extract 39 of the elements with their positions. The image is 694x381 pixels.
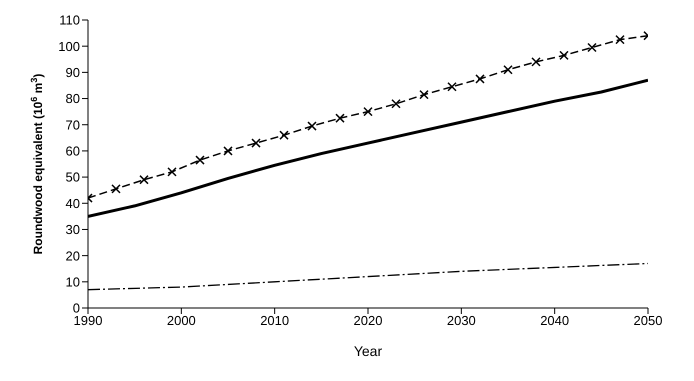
y-tick-label: 110 xyxy=(59,12,80,28)
point xyxy=(139,174,149,184)
point xyxy=(111,184,121,194)
point xyxy=(251,138,261,148)
point xyxy=(363,106,373,116)
y-tick-label: 70 xyxy=(66,117,80,132)
x-tick-label: 2010 xyxy=(260,313,290,328)
y-tick-label: 100 xyxy=(58,38,80,54)
y-tick-label: 50 xyxy=(66,170,80,185)
point xyxy=(447,82,457,92)
point xyxy=(559,50,569,60)
y-tick-label: 60 xyxy=(66,144,80,159)
point xyxy=(475,74,485,84)
point xyxy=(503,64,513,74)
y-tick-label: 20 xyxy=(66,248,80,264)
point xyxy=(419,90,429,100)
y-tick-label: 0 xyxy=(72,300,80,316)
x-tick-label: 1990 xyxy=(74,313,102,328)
point xyxy=(335,113,345,123)
y-tick-label: 10 xyxy=(66,274,80,290)
point xyxy=(307,121,317,131)
point xyxy=(167,167,177,177)
y-tick-label: 90 xyxy=(66,64,80,80)
y-tick-label: 30 xyxy=(66,222,80,238)
point xyxy=(587,42,597,52)
y-tick-label: 80 xyxy=(66,91,80,106)
x-tick-label: 2040 xyxy=(540,313,570,328)
x-tick-label: 2020 xyxy=(354,313,382,328)
x-tick-label: 2050 xyxy=(634,313,662,328)
x-tick-label: 2030 xyxy=(446,313,476,328)
point xyxy=(531,57,541,67)
point xyxy=(195,155,205,165)
point xyxy=(223,146,233,156)
x-tick-label: 2000 xyxy=(166,313,196,328)
point xyxy=(391,99,401,109)
point xyxy=(279,130,289,140)
y-tick-label: 40 xyxy=(66,196,80,211)
x-axis-title: Year xyxy=(354,343,382,359)
point xyxy=(615,34,625,44)
